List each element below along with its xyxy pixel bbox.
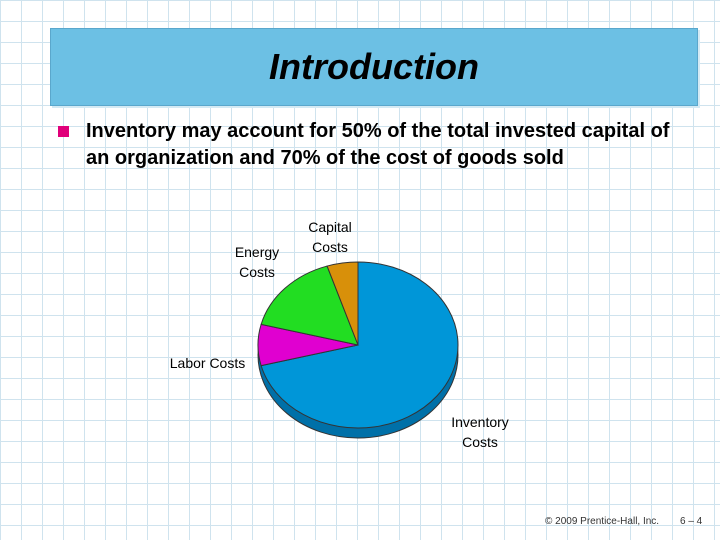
slide-title: Introduction <box>269 46 479 87</box>
slice-label: Labor Costs <box>169 355 246 371</box>
title-band <box>50 28 698 106</box>
page-number: 6 – 4 <box>680 516 703 527</box>
slice-label: Energy Costs <box>234 244 280 280</box>
pie-slice <box>260 265 359 346</box>
pie-slice <box>326 261 359 346</box>
slice-label: Inventory Costs <box>451 414 509 450</box>
slice-label: Capital Costs <box>308 219 352 255</box>
copyright: © 2009 Prentice-Hall, Inc. <box>545 516 660 527</box>
pie-slice <box>260 261 459 429</box>
bullet-marker <box>58 126 69 137</box>
bullet-text: Inventory may account for 50% of the tot… <box>86 120 670 169</box>
